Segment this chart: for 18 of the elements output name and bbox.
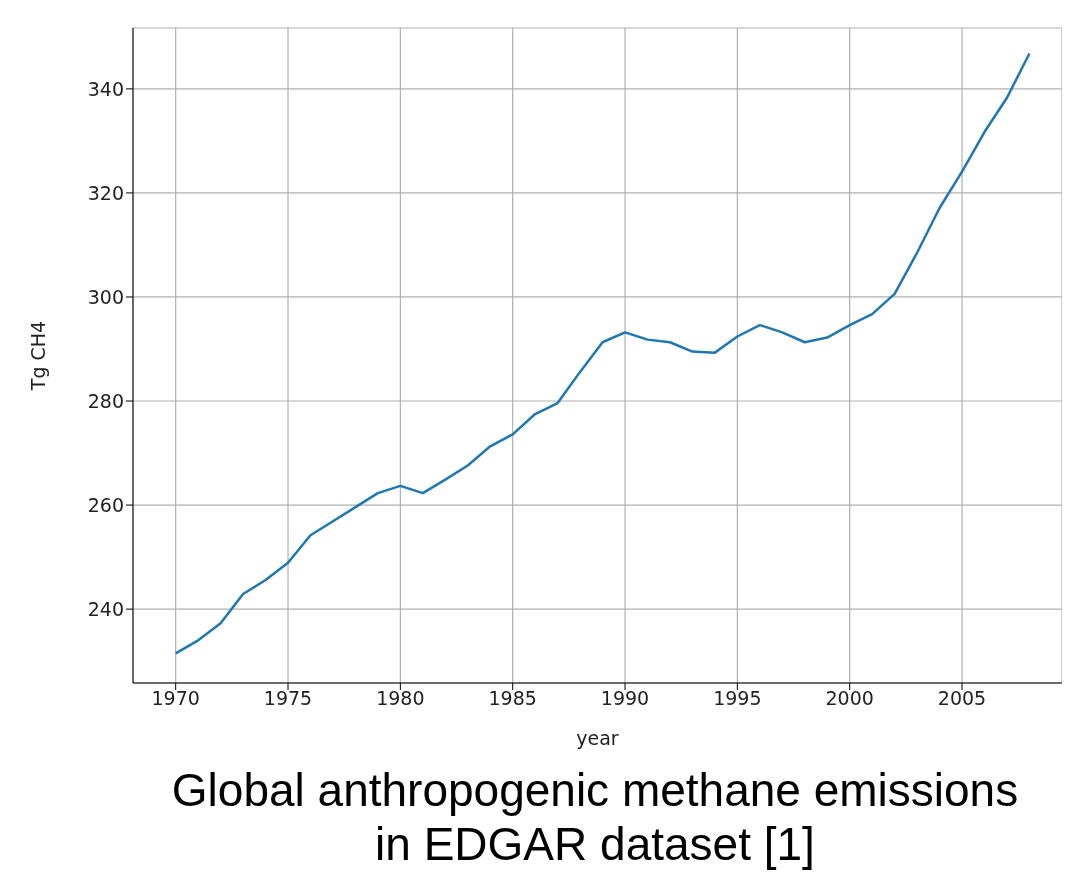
y-tick-label: 240: [87, 597, 124, 620]
x-axis-title: year: [576, 727, 619, 749]
text: Global anthropogenic methane emissions in EDGAR dataset [1]: [170, 763, 1020, 871]
y-tick-label: 320: [87, 181, 124, 204]
x-tick-label: 1985: [488, 687, 537, 710]
y-tick-label: 260: [87, 493, 124, 516]
x-tick-label: 1980: [376, 687, 425, 710]
y-axis-title: Tg CH4: [26, 320, 49, 392]
x-tick-label: 1970: [151, 687, 200, 710]
x-tick-label: 2005: [937, 687, 987, 710]
x-tick-label: 2000: [825, 687, 874, 710]
y-tick-label: 340: [87, 77, 124, 100]
line-series: [174, 52, 1031, 655]
x-tick-label: 1975: [263, 687, 313, 710]
x-tick-label: 1990: [600, 687, 650, 710]
y-tick-label: 280: [87, 389, 124, 412]
y-tick-label: 300: [87, 285, 124, 308]
x-tick-label: 1995: [713, 687, 762, 710]
